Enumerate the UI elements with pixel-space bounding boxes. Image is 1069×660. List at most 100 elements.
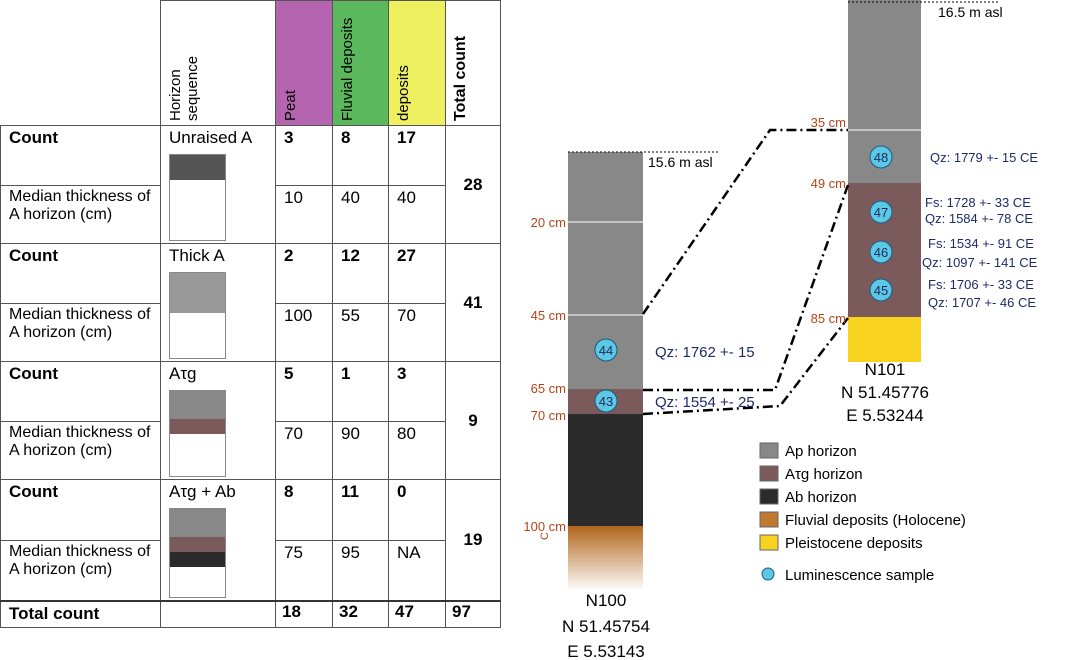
elevation: 15.6 m asl <box>648 154 713 170</box>
legend-swatch <box>759 488 779 505</box>
count-cell: 2 <box>275 243 333 304</box>
depth-label: 35 cm <box>811 115 846 130</box>
count-cell: 27 <box>388 243 446 304</box>
sample-id: 45 <box>874 283 888 298</box>
horizon-swatch <box>169 272 226 359</box>
header-cell: Total count <box>445 0 501 126</box>
horizon-swatch <box>169 508 226 598</box>
median-row: Median thickness of A horizon (cm) 100 55 7… <box>0 302 501 362</box>
row-label: Median thickness of A horizon (cm) <box>0 302 161 362</box>
total-cell: 18 <box>275 600 333 628</box>
sample-date: Qz: 1097 +- 141 CE <box>922 255 1038 270</box>
layer <box>568 526 643 591</box>
sample-id: 46 <box>874 245 888 260</box>
swatch-layer <box>170 313 225 358</box>
swatch-layer <box>170 155 225 180</box>
horizon-cell: Unraised A <box>160 125 276 244</box>
depth-label: 65 cm <box>531 381 566 396</box>
correlation-line <box>642 317 849 416</box>
swatch-layer <box>170 434 225 476</box>
depth-label: 70 cm <box>531 408 566 423</box>
correlation-line <box>643 184 850 392</box>
elevation: 16.5 m asl <box>938 4 1003 20</box>
profile-lat: N 51.45754 <box>562 617 650 636</box>
total-row: Total count 18 32 47 97 <box>0 600 501 628</box>
horizon-name: Thick A <box>169 246 225 265</box>
sample-marker <box>869 145 893 169</box>
header-cell: Peat <box>275 0 333 126</box>
sample-marker <box>869 278 893 302</box>
profile-lon: E 5.53244 <box>846 406 924 425</box>
sample-marker <box>869 200 893 224</box>
summary-table: Horizon sequence Peat Fluvial deposits depo… <box>0 0 501 628</box>
legend-label: Fluvial deposits (Holocene) <box>785 512 966 529</box>
horizon-name: Aτg + Ab <box>169 482 236 501</box>
legend-swatch <box>759 442 779 459</box>
profile-name: N101 <box>865 360 906 379</box>
count-row: Count Unraised A 3 8 17 28 <box>0 125 501 244</box>
count-cell: 3 <box>388 361 446 422</box>
median-row: Median thickness of A horizon (cm) 70 90 80 <box>0 420 501 480</box>
swatch-layer <box>170 391 225 419</box>
profile-name: N100 <box>586 591 627 610</box>
legend-label: Luminescence sample <box>785 567 934 584</box>
header-cell: Fluvial deposits <box>332 0 389 126</box>
depth-label: 45 cm <box>531 308 566 323</box>
median-cell: 75 <box>275 540 333 602</box>
depth-label: 85 cm <box>811 311 846 326</box>
median-cell: NA <box>388 540 446 602</box>
swatch-layer <box>170 273 225 313</box>
sample-date: Qz: 1707 +- 46 CE <box>928 295 1036 310</box>
horizon-swatch <box>169 390 226 477</box>
median-row: Median thickness of A horizon (cm) 10 40 40 <box>0 184 501 244</box>
count-cell: 12 <box>332 243 389 304</box>
horizon-swatch <box>169 154 226 241</box>
sample-marker <box>594 338 618 362</box>
row-label: Count <box>0 243 161 304</box>
sample-date: Fs: 1706 +- 33 CE <box>928 277 1034 292</box>
row-label: Median thickness of A horizon (cm) <box>0 420 161 480</box>
sample-date: Qz: 1762 +- 15 <box>655 344 755 361</box>
group-total: 28 <box>445 125 501 244</box>
swatch-layer <box>170 537 225 552</box>
layer <box>848 317 921 362</box>
sample-id: 48 <box>874 150 888 165</box>
sample-id: 44 <box>599 343 613 358</box>
horizon-cell: Aτg <box>160 361 276 480</box>
swatch-layer <box>170 509 225 537</box>
count-cell: 11 <box>332 478 389 542</box>
count-row: Count Aτg + Ab 8 11 0 19 <box>0 478 501 602</box>
depth-label: 100 cm <box>523 519 566 534</box>
profile-lat: N 51.45776 <box>841 383 929 402</box>
header-cell: Horizon sequence <box>160 0 276 126</box>
legend-swatch <box>759 534 779 551</box>
sample-id: 43 <box>599 394 613 409</box>
median-cell: 95 <box>332 540 389 602</box>
total-cell: 47 <box>388 600 446 628</box>
swatch-layer <box>170 180 225 240</box>
sample-marker <box>594 389 618 413</box>
legend-label: Pleistocene deposits <box>785 535 923 552</box>
header-cell: deposits <box>388 0 446 126</box>
count-row: Count Thick A 2 12 27 41 <box>0 243 501 362</box>
sample-date: Qz: 1554 +- 25 <box>655 394 755 411</box>
horizon-cell: Aτg + Ab <box>160 479 276 602</box>
median-cell: 10 <box>275 184 333 244</box>
legend-marker <box>761 567 775 581</box>
count-row: Count Aτg 5 1 3 9 <box>0 361 501 480</box>
sample-date: Qz: 1779 +- 15 CE <box>930 150 1038 165</box>
swatch-layer <box>170 552 225 567</box>
count-cell: 3 <box>275 125 333 186</box>
legend-label: Aτg horizon <box>785 466 863 483</box>
header-row: Horizon sequence Peat Fluvial deposits depo… <box>1 0 501 126</box>
layer <box>568 414 643 526</box>
group-total: 41 <box>445 243 501 362</box>
sample-date: Qz: 1584 +- 78 CE <box>925 211 1033 226</box>
sample-marker <box>869 240 893 264</box>
sample-id: 47 <box>874 205 888 220</box>
correlation-line <box>641 128 848 315</box>
swatch-layer <box>170 419 225 434</box>
depth-label: 20 cm <box>531 215 566 230</box>
